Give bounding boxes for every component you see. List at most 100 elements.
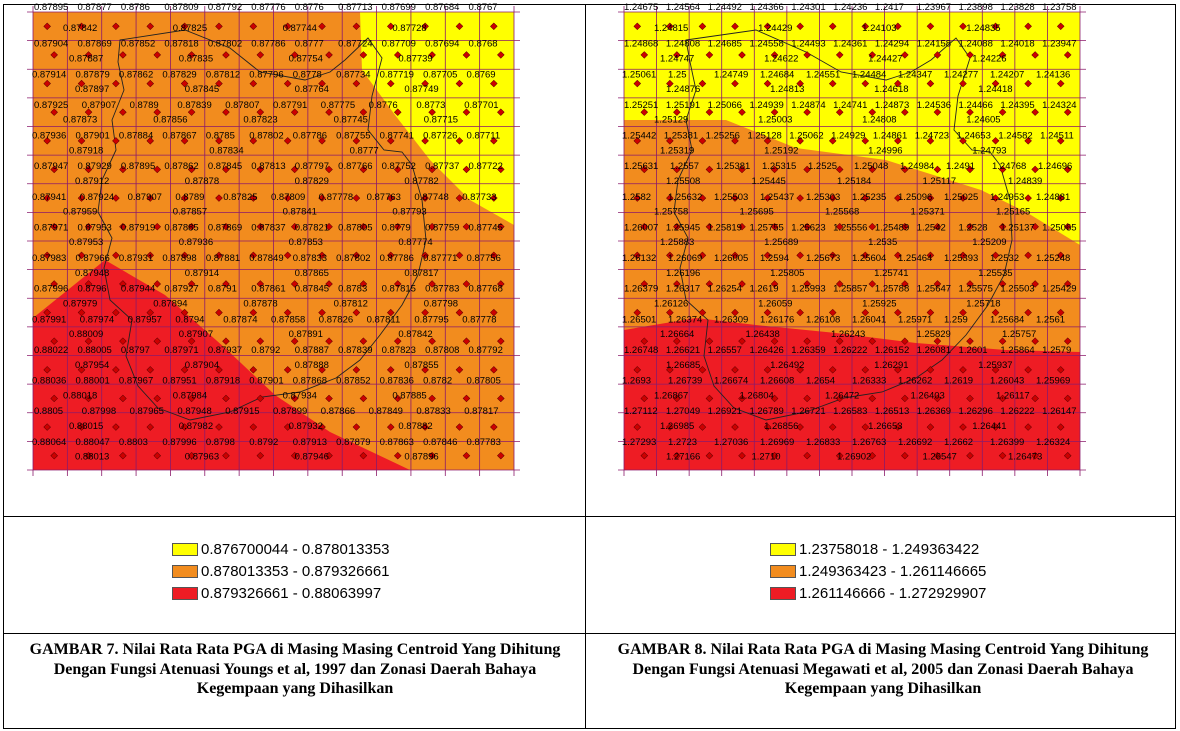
value-label: 1.25623: [791, 222, 825, 233]
value-label: 1.26653: [868, 421, 902, 432]
centroid-point: [666, 79, 674, 88]
value-label: 0.87857: [173, 207, 207, 218]
value-label: 0.87862: [119, 69, 153, 80]
value-label: 1.24675: [624, 2, 658, 13]
centroid-point: [868, 51, 877, 59]
centroid-point: [352, 423, 361, 431]
centroid-point: [861, 79, 870, 88]
value-label: 0.8797: [121, 345, 150, 356]
centroid-point: [959, 251, 967, 260]
centroid-point: [894, 423, 902, 431]
value-label: 0.8789: [175, 192, 204, 203]
centroid-point: [933, 222, 942, 231]
centroid-point: [421, 194, 429, 202]
centroid-point: [359, 51, 368, 59]
value-label: 0.87895: [121, 161, 155, 172]
centroid-point: [770, 394, 779, 403]
value-label: 0.87944: [121, 284, 155, 295]
value-label: 0.8803: [119, 437, 148, 448]
value-label: 0.8767: [469, 2, 498, 13]
centroid-point: [991, 137, 1000, 145]
centroid-point: [803, 108, 811, 116]
centroid-point: [497, 222, 505, 231]
centroid-point: [803, 51, 811, 59]
centroid-point: [926, 251, 935, 260]
value-label: 0.8796: [77, 284, 106, 295]
centroid-point: [359, 337, 368, 345]
value-label: 1.23898: [959, 2, 993, 13]
value-label: 1.24207: [990, 69, 1024, 80]
centroid-point: [803, 222, 811, 231]
value-label: 0.87925: [34, 100, 68, 111]
centroid-point: [966, 451, 974, 460]
value-label: 0.87829: [295, 176, 329, 187]
centroid-point: [738, 280, 746, 288]
centroid-point: [998, 165, 1007, 174]
value-label: 1.26513: [875, 406, 909, 417]
value-label: 1.24418: [978, 84, 1012, 95]
centroid-point: [428, 108, 436, 116]
legend-label: 0.878013353 - 0.879326661: [201, 562, 390, 580]
centroid-point: [673, 165, 681, 174]
centroid-point: [868, 337, 877, 345]
value-label: 0.87709: [382, 39, 416, 50]
value-label: 0.87849: [249, 253, 283, 264]
value-label: 1.26902: [837, 452, 871, 463]
value-label: 1.2654: [806, 376, 835, 387]
value-label: 0.87786: [380, 253, 414, 264]
value-label: 1.26041: [852, 314, 886, 325]
centroid-point: [455, 251, 464, 260]
value-label: 0.87782: [404, 176, 438, 187]
centroid-point: [428, 165, 436, 174]
centroid-point: [705, 51, 714, 59]
value-label: 1.24511: [1040, 131, 1074, 142]
centroid-point: [731, 79, 739, 88]
value-label: 1.24277: [944, 69, 978, 80]
centroid-point: [394, 108, 402, 116]
value-label: 0.87895: [34, 2, 68, 13]
centroid-point: [901, 165, 909, 174]
value-label: 1.25489: [875, 222, 909, 233]
value-label: 0.87829: [162, 69, 196, 80]
value-label: 0.87953: [77, 222, 111, 233]
value-label: 1.24361: [833, 39, 867, 50]
value-label: 1.24953: [990, 192, 1024, 203]
value-label: 0.87965: [130, 406, 164, 417]
value-label: 1.2619: [944, 376, 973, 387]
value-label: 1.25631: [624, 161, 658, 172]
value-label: 1.2579: [1042, 345, 1071, 356]
legend-swatch-yellow: [770, 542, 796, 556]
centroid-point: [490, 194, 498, 202]
centroid-point: [421, 137, 429, 145]
value-label: 1.26403: [911, 390, 945, 401]
centroid-point: [84, 222, 93, 231]
centroid-point: [497, 280, 505, 288]
centroid-point: [112, 137, 120, 145]
centroid-point: [428, 394, 436, 403]
centroid-point: [325, 337, 333, 345]
legend-item: 1.249363423 - 1.261146665: [770, 560, 986, 582]
centroid-point: [835, 394, 844, 403]
centroid-point: [673, 222, 681, 231]
value-label: 0.87865: [295, 268, 329, 279]
centroid-point: [1063, 165, 1072, 174]
legend-item: 1.261146666 - 1.272929907: [770, 582, 986, 604]
value-label: 1.25925: [862, 299, 896, 310]
centroid-point: [998, 394, 1007, 403]
centroid-point: [731, 137, 739, 145]
centroid-point: [50, 280, 58, 288]
value-label: 0.87808: [425, 345, 459, 356]
value-label: 0.87754: [289, 53, 323, 64]
value-label: 0.87946: [295, 452, 329, 463]
centroid-point: [1056, 251, 1065, 260]
value-label: 0.87797: [295, 161, 329, 172]
value-label: 0.87817: [404, 268, 438, 279]
value-label: 0.87774: [398, 237, 432, 248]
value-label: 0.87805: [338, 222, 372, 233]
centroid-point: [796, 22, 804, 31]
value-label: 0.87778: [462, 314, 496, 325]
centroid-point: [763, 423, 772, 431]
centroid-point: [77, 79, 86, 88]
centroid-point: [1063, 337, 1072, 345]
centroid-point: [462, 222, 471, 231]
